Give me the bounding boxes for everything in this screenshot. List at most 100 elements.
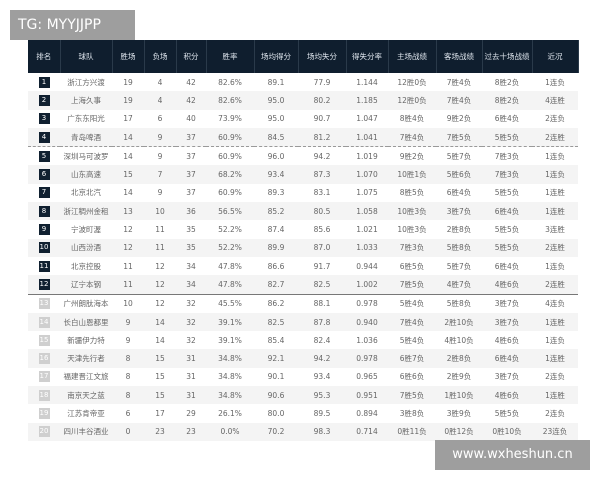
column-header[interactable]: 客场战绩: [436, 40, 483, 73]
stat-cell: 5胜8负: [446, 299, 472, 309]
team-name[interactable]: 新疆伊力特: [67, 335, 105, 345]
rank-badge: 3: [38, 113, 50, 125]
stat-cell: 34.8%: [218, 372, 242, 382]
stat-cell: 2连负: [545, 372, 565, 382]
stat-cell: 5胜4负: [399, 335, 425, 345]
rank-badge: 4: [38, 131, 50, 143]
team-name[interactable]: 宁波町渥: [71, 225, 101, 235]
rank-badge: 9: [38, 224, 50, 236]
stat-cell: 92.1: [254, 349, 298, 368]
rank-badge: 10: [38, 242, 50, 254]
stat-cell: 19: [112, 91, 144, 110]
stat-cell: 8胜5负: [399, 188, 425, 198]
stat-cell: 47.8%: [206, 275, 254, 295]
stat-cell: 15: [112, 165, 144, 184]
team-name[interactable]: 南京天之蓝: [60, 386, 112, 405]
stat-cell: 1.144: [356, 77, 378, 87]
team-name[interactable]: 福建晋江文旅: [63, 372, 109, 382]
stat-cell: 32: [186, 335, 196, 345]
stat-cell: 26.1%: [218, 408, 242, 418]
stat-cell: 82.4: [313, 335, 331, 345]
stat-cell: 34: [176, 275, 206, 295]
team-name[interactable]: 北京控股: [71, 261, 101, 271]
table-row: 13 广州朗肽海本 10 12 32 45.5% 86.2 88.1 0.978 5胜4负 5胜8负…: [28, 294, 578, 313]
team-name[interactable]: 深圳马可波罗: [63, 151, 109, 161]
column-header[interactable]: 排名: [28, 40, 61, 73]
stat-cell: 0.978: [346, 349, 388, 368]
table-row: 3 广东东阳光 17 6 40 73.9% 95.0 90.7 1.047 8胜4负 9胜2负 6胜4…: [28, 110, 578, 128]
column-header[interactable]: 球队: [60, 40, 113, 73]
team-name[interactable]: 北京北汽: [71, 188, 101, 198]
column-header[interactable]: 胜场: [112, 40, 145, 73]
stat-cell: 14: [123, 151, 133, 161]
stat-cell: 3胜7负: [494, 372, 520, 382]
stat-cell: 34.8%: [206, 349, 254, 368]
stat-cell: 1.058: [346, 202, 388, 221]
team-name[interactable]: 江苏肯帝亚: [67, 408, 105, 418]
column-header[interactable]: 得失分率: [346, 40, 389, 73]
team-name[interactable]: 青岛啤酒: [60, 127, 112, 148]
team-name[interactable]: 浙江稠州金租: [60, 202, 112, 221]
stat-cell: 15: [155, 372, 165, 382]
table-row: 1 浙江方兴渡 19 4 42 82.6% 89.1 77.9 1.144 12胜0负 7胜4负 8胜…: [28, 73, 578, 91]
stat-cell: 82.5: [298, 275, 346, 295]
stat-cell: 96.0: [267, 151, 285, 161]
stat-cell: 7胜3负: [494, 151, 520, 161]
table-row: 15 新疆伊力特 9 14 32 39.1% 85.4 82.4 1.036 5胜4负 4胜10负 4…: [28, 331, 578, 349]
team-name[interactable]: 浙江方兴渡: [67, 77, 105, 87]
column-header[interactable]: 主场战绩: [388, 40, 437, 73]
stat-cell: 34: [186, 261, 196, 271]
table-row: 17 福建晋江文旅 8 15 31 34.8% 90.1 93.4 0.965 6胜6负 2胜9负 3…: [28, 368, 578, 386]
rank-cell: 2: [28, 91, 60, 110]
rank-cell: 16: [28, 349, 60, 368]
stat-cell: 45.5%: [218, 299, 242, 309]
stat-cell: 4胜6负: [482, 386, 532, 405]
stat-cell: 1连负: [545, 77, 565, 87]
stat-cell: 3连胜: [545, 225, 565, 235]
column-header[interactable]: 积分: [176, 40, 207, 73]
team-name[interactable]: 上海久事: [60, 91, 112, 110]
table-row: 20 四川丰谷酒业 0 23 23 0.0% 70.2 98.3 0.714 0胜11负 0胜12负…: [28, 422, 578, 441]
stat-cell: 1连负: [545, 151, 565, 161]
stat-cell: 3胜9负: [446, 408, 472, 418]
stat-cell: 70.2: [254, 422, 298, 441]
column-header[interactable]: 负场: [144, 40, 177, 73]
stat-cell: 10胜1负: [388, 165, 436, 184]
stat-cell: 1.002: [346, 275, 388, 295]
stat-cell: 2连胜: [532, 238, 578, 257]
stat-cell: 7胜3负: [482, 165, 532, 184]
stat-cell: 89.3: [267, 188, 285, 198]
stat-cell: 93.4: [254, 165, 298, 184]
team-name[interactable]: 广东东阳光: [67, 114, 105, 124]
column-header[interactable]: 近况: [532, 40, 579, 73]
stat-cell: 77.9: [313, 77, 331, 87]
team-name[interactable]: 山东高速: [60, 165, 112, 184]
column-header[interactable]: 胜率: [206, 40, 255, 73]
header-row: 排名 球队 胜场 负场 积分 胜率 场均得分 场均失分 得失分率 主场战绩 客场战绩 过去十场战绩 近况: [28, 40, 579, 73]
stat-cell: 52.2%: [206, 238, 254, 257]
rank-cell: 8: [28, 202, 60, 221]
stat-cell: 1.036: [356, 335, 378, 345]
team-name[interactable]: 四川丰谷酒业: [60, 422, 112, 441]
stat-cell: 9: [157, 151, 163, 161]
team-name[interactable]: 天津先行者: [60, 349, 112, 368]
team-name[interactable]: 辽宁本钢: [60, 275, 112, 295]
stat-cell: 91.7: [313, 261, 331, 271]
team-name[interactable]: 广州朗肽海本: [63, 299, 109, 309]
rank-cell: 18: [28, 386, 60, 405]
stat-cell: 6: [125, 408, 131, 418]
rank-cell: 7: [28, 184, 60, 202]
table-row: 2 上海久事 19 4 42 82.6% 95.0 80.2 1.185 12胜0负 7胜4负 8胜2…: [28, 91, 578, 110]
column-header[interactable]: 过去十场战绩: [482, 40, 533, 73]
team-name[interactable]: 长白山恩都里: [60, 312, 112, 332]
table-row: 11 北京控股 11 12 34 47.8% 86.6 91.7 0.944 6胜5负 5胜7负 6胜…: [28, 257, 578, 275]
column-header[interactable]: 场均失分: [298, 40, 347, 73]
stat-cell: 86.2: [267, 299, 285, 309]
stat-cell: 9: [112, 312, 144, 332]
team-name[interactable]: 山西汾酒: [60, 238, 112, 257]
stat-cell: 80.2: [298, 91, 346, 110]
column-header[interactable]: 场均得分: [254, 40, 299, 73]
stat-cell: 90.6: [254, 386, 298, 405]
stat-cell: 5胜6负: [436, 165, 482, 184]
stat-cell: 0.0%: [206, 422, 254, 441]
